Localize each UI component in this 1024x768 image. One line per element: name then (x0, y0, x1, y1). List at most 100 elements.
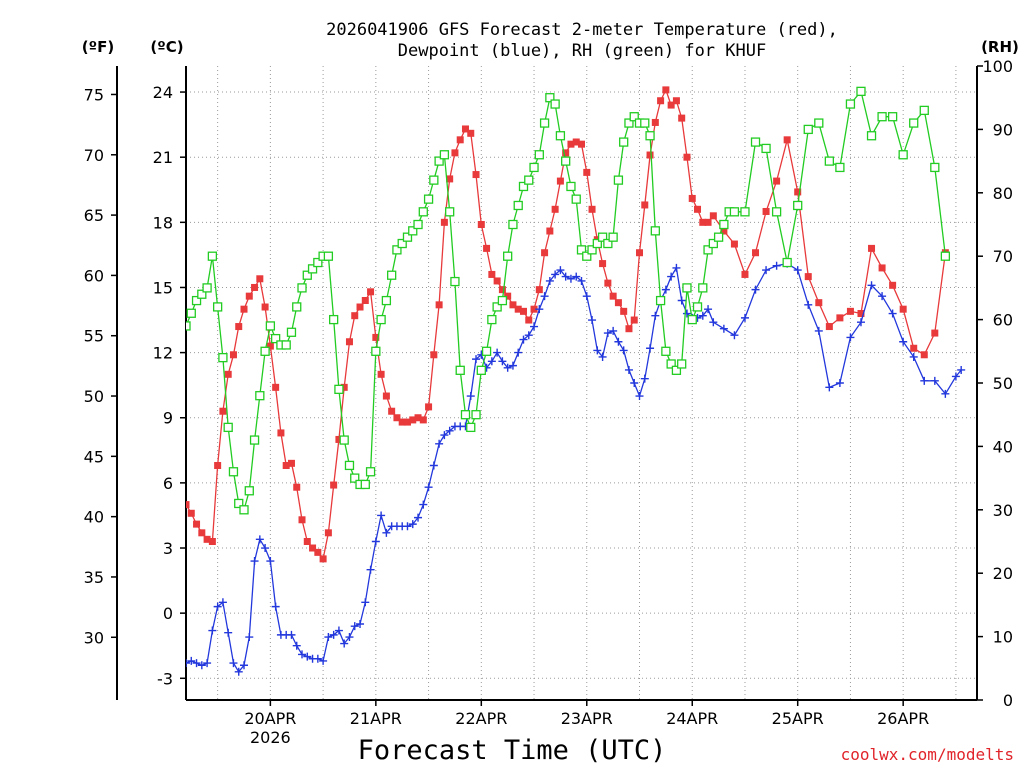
dewpoint-point (503, 363, 512, 372)
dewpoint-point (572, 272, 581, 281)
temperature-point (688, 194, 696, 202)
temperature-point (636, 249, 644, 257)
temperature-point (562, 149, 570, 157)
temperature-point (846, 307, 854, 315)
x-tick-label: 22APR (455, 709, 507, 728)
rh-point (249, 435, 260, 445)
dewpoint-point (213, 602, 222, 611)
rh-point (576, 245, 587, 255)
temperature-point (609, 292, 617, 300)
rh-point (197, 289, 207, 299)
dewpoint-point (698, 311, 707, 320)
temperature-point (414, 414, 422, 422)
rh-point (677, 359, 687, 369)
rh-point (323, 251, 334, 261)
temperature-point (187, 509, 195, 517)
temperature-point (625, 325, 633, 333)
temperature-point (330, 481, 338, 489)
temperature-point (430, 351, 438, 359)
dewpoint-point (561, 272, 570, 281)
temperature-point (319, 555, 327, 563)
temperature-point (620, 307, 628, 315)
temperature-point (193, 520, 201, 528)
rh-point (629, 112, 639, 122)
rh-point (708, 238, 718, 249)
dewpoint-point (466, 392, 475, 401)
dewpoint-point (651, 311, 660, 320)
temperature-point (630, 316, 638, 324)
temperature-point (451, 149, 459, 157)
dewpoint-point (835, 379, 844, 387)
temperature-point (662, 86, 670, 94)
dewpoint-point (192, 659, 201, 668)
celsius-tick-label: 21 (153, 148, 173, 167)
dewpoint-point (498, 357, 507, 366)
rh-tick-label: 70 (993, 247, 1013, 266)
rh-point (297, 283, 307, 293)
fahrenheit-tick-label: 75 (84, 85, 104, 104)
temperature-point (251, 283, 259, 291)
temperature-point (694, 205, 702, 213)
temperature-point (403, 418, 411, 426)
temperature-point (266, 342, 274, 350)
fahrenheit-tick-label: 70 (84, 146, 104, 165)
celsius-tick-label: 6 (163, 474, 173, 493)
dewpoint-point (540, 292, 549, 301)
celsius-tick-label: 3 (163, 539, 173, 558)
temperature-point (920, 351, 928, 359)
dewpoint-point (640, 374, 649, 383)
dewpoint-point (350, 622, 359, 631)
temperature-point (303, 538, 311, 545)
dewpoint-point (371, 537, 380, 546)
rh-point (387, 270, 397, 280)
dewpoint-point (677, 296, 686, 305)
temperature-point (567, 140, 575, 148)
temperature-point (282, 462, 290, 470)
chart-title-line-2: Dewpoint (blue), RH (green) for KHUF (398, 41, 766, 61)
temperature-point (509, 301, 517, 309)
dewpoint-point (941, 389, 950, 398)
rh-point (360, 479, 370, 490)
fahrenheit-tick-label: 40 (84, 508, 104, 527)
dewpoint-point (493, 348, 502, 357)
rh-point (824, 156, 834, 166)
dewpoint-point (508, 361, 517, 370)
dewpoint-point (524, 331, 533, 340)
rh-point (909, 118, 919, 128)
rh-point (392, 245, 402, 255)
rh-point (408, 226, 418, 236)
dewpoint-point (186, 659, 190, 668)
rh-point (782, 257, 792, 268)
temperature-point (889, 281, 897, 289)
temperature-point (825, 323, 833, 331)
temperature-point (203, 535, 211, 543)
temperature-point (493, 277, 501, 285)
dewpoint-point (298, 650, 307, 659)
rh-point (207, 251, 218, 261)
dewpoint-point (878, 292, 887, 301)
rh-point (719, 219, 729, 230)
dewpoint-point (719, 324, 728, 333)
temperature-point (214, 462, 222, 470)
dewpoint-point (951, 372, 960, 381)
celsius-tick-label: 0 (163, 604, 173, 623)
dewpoint-point (751, 285, 760, 294)
dewpoint-point (261, 544, 270, 553)
temperature-point (583, 168, 591, 176)
rh-point (534, 150, 544, 160)
rh-point (555, 131, 566, 141)
rh-point (439, 150, 450, 160)
dewpoint-point (672, 263, 681, 272)
temperature-point (472, 171, 480, 179)
dewpoint-point (356, 620, 365, 629)
temperature-point (741, 270, 749, 278)
dewpoint-point (624, 365, 633, 374)
rh-point (866, 131, 877, 141)
x-tick-label: 26APR (877, 709, 929, 728)
dewpoint-point (424, 483, 433, 492)
temperature-point (699, 218, 707, 226)
temperature-point (393, 414, 401, 422)
rh-point (587, 245, 597, 255)
dewpoint-point (429, 461, 438, 470)
